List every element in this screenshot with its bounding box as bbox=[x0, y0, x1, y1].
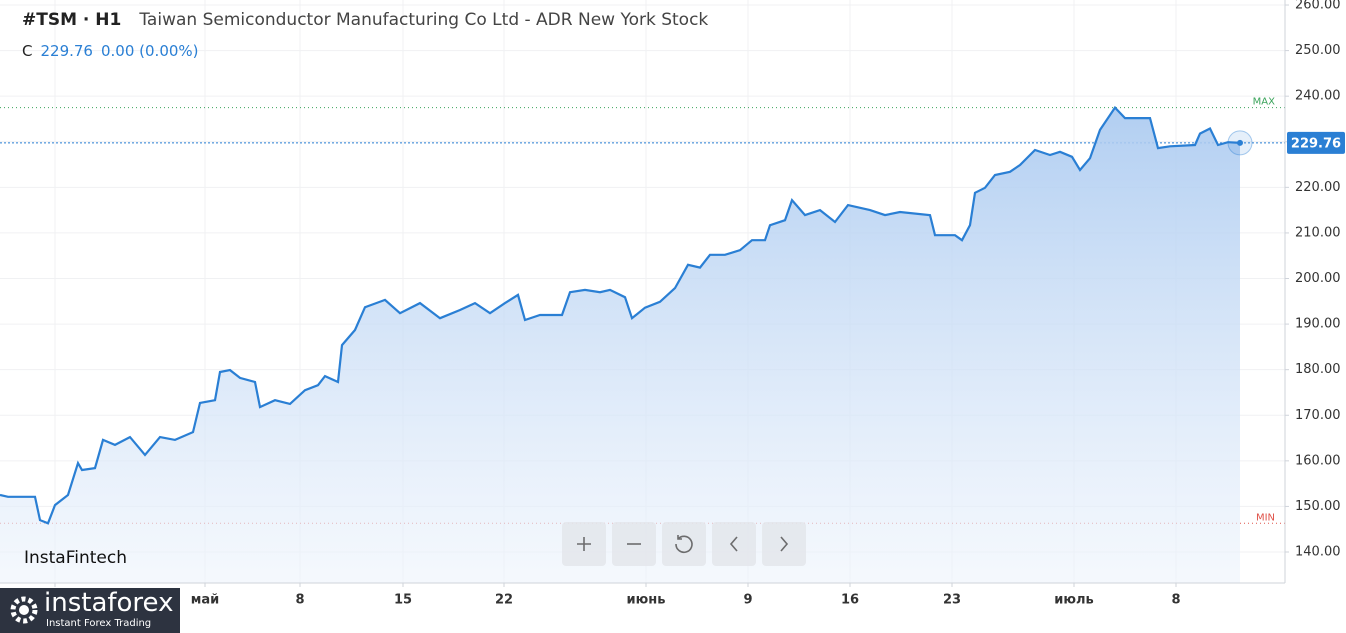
price-line bbox=[0, 105, 1241, 525]
max-label: MAX bbox=[1253, 97, 1275, 108]
logo: instaforex Instant Forex Trading bbox=[0, 588, 180, 633]
y-tick-label: 160.00 bbox=[1295, 453, 1341, 468]
change: 0.00 (0.00%) bbox=[100, 42, 199, 60]
y-tick-label: 250.00 bbox=[1295, 43, 1341, 58]
y-tick-label: 210.00 bbox=[1295, 225, 1341, 240]
toolbar bbox=[562, 522, 806, 566]
scroll-left[interactable] bbox=[712, 522, 756, 566]
min-label: MIN bbox=[1256, 512, 1275, 523]
x-tick-label: май bbox=[191, 593, 220, 608]
quote: C 229.76 0.00 (0.00%) bbox=[22, 42, 199, 60]
y-tick-label: 260.00 bbox=[1295, 0, 1341, 13]
x-tick-label: 9 bbox=[743, 593, 752, 608]
x-tick-label: 15 bbox=[394, 593, 412, 608]
symbol: #TSM · H1 bbox=[22, 10, 122, 30]
y-tick-label: 220.00 bbox=[1295, 180, 1341, 195]
logo-tagline: Instant Forex Trading bbox=[46, 618, 152, 629]
area bbox=[0, 107, 1240, 583]
x-tick-label: 16 bbox=[841, 593, 859, 608]
x-tick-label: июль bbox=[1054, 593, 1094, 608]
last-point bbox=[1237, 139, 1243, 146]
zoom-in[interactable] bbox=[562, 522, 606, 566]
y-tick-label: 170.00 bbox=[1295, 408, 1341, 423]
y-tick-label: 200.00 bbox=[1295, 271, 1341, 286]
close-label: C bbox=[22, 42, 33, 60]
y-tick-label: 240.00 bbox=[1295, 89, 1341, 104]
y-tick-label: 150.00 bbox=[1295, 499, 1341, 514]
zoom-out[interactable] bbox=[612, 522, 656, 566]
logo-name: instaforex bbox=[44, 588, 174, 618]
y-tick-label: 180.00 bbox=[1295, 362, 1341, 377]
price-tag bbox=[1287, 131, 1345, 154]
x-tick-label: 8 bbox=[295, 593, 304, 608]
x-tick-label: 23 bbox=[943, 593, 961, 608]
watermark: InstaFintech bbox=[24, 548, 128, 568]
y-tick-label: 140.00 bbox=[1295, 545, 1341, 560]
header: #TSM · H1 Taiwan Semiconductor Manufactur… bbox=[22, 10, 708, 30]
price-tag-label: 229.76 bbox=[1291, 136, 1341, 151]
title: Taiwan Semiconductor Manufacturing Co Lt… bbox=[139, 10, 709, 30]
close-value: 229.76 bbox=[40, 42, 93, 60]
reset[interactable] bbox=[662, 522, 706, 566]
x-tick-label: июнь bbox=[627, 593, 666, 608]
x-tick-label: 8 bbox=[1171, 593, 1180, 608]
x-tick-label: 22 bbox=[495, 593, 513, 608]
y-tick-label: 190.00 bbox=[1295, 317, 1341, 332]
scroll-right[interactable] bbox=[762, 522, 806, 566]
